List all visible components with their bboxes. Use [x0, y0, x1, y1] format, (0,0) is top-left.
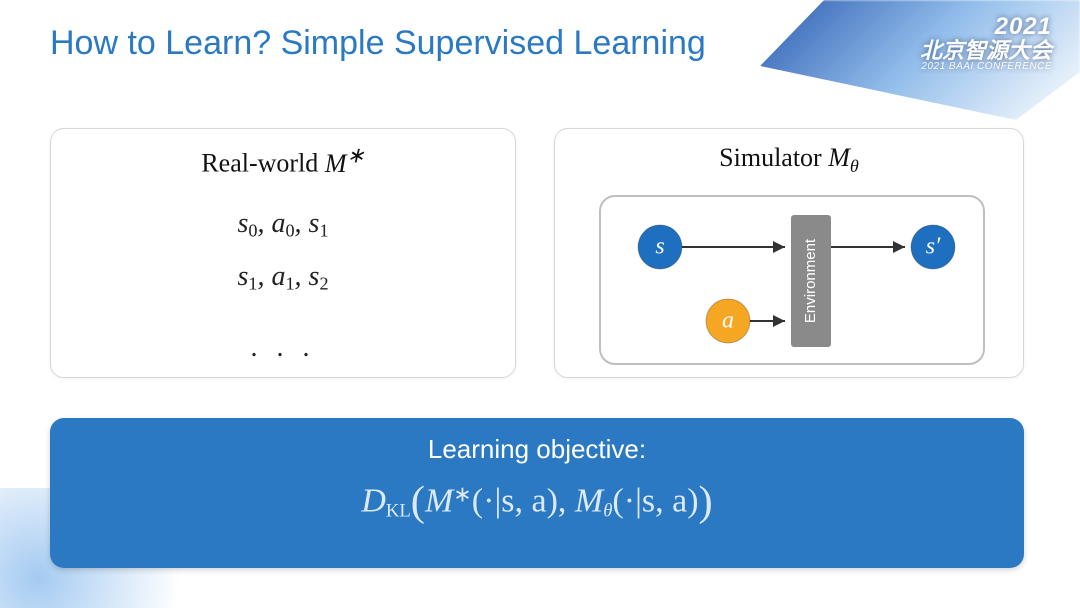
formula-lparen: ( — [411, 478, 425, 525]
state-node-label: s — [655, 234, 664, 260]
real-world-M: M — [325, 149, 347, 178]
learning-objective-panel: Learning objective: DKL(M∗(·|s, a), Mθ(·… — [50, 418, 1024, 568]
slide-title: How to Learn? Simple Supervised Learning — [50, 24, 706, 63]
formula-Mtheta: M — [575, 483, 603, 520]
logo-chinese: 北京智源大会 — [920, 39, 1052, 62]
real-world-title-text: Real-world — [201, 149, 324, 178]
objective-formula: DKL(M∗(·|s, a), Mθ(·|s, a)) — [50, 477, 1024, 526]
next-state-node-label: s′ — [926, 234, 941, 260]
environment-label: Environment — [802, 238, 819, 323]
simulator-diagram-svg: Environment s a s′ — [601, 197, 983, 363]
formula-Mstar: M — [425, 483, 453, 520]
formula-arg2: (·|s, a) — [612, 483, 698, 520]
simulator-diagram-frame: Environment s a s′ — [599, 195, 985, 365]
formula-star: ∗ — [453, 482, 472, 507]
objective-title: Learning objective: — [50, 434, 1024, 465]
formula-comma: , — [558, 483, 575, 520]
simulator-theta: θ — [850, 156, 859, 176]
transition-sequences: s0, a0, s1s1, a1, s2 — [51, 197, 515, 303]
formula-D: D — [361, 483, 386, 520]
simulator-title: Simulator Mθ — [555, 143, 1023, 177]
simulator-title-text: Simulator — [719, 143, 828, 172]
action-node-label: a — [722, 308, 734, 334]
ellipsis: . . . — [51, 321, 515, 374]
sequence-line: s0, a0, s1 — [51, 197, 515, 250]
formula-rparen: ) — [699, 478, 713, 525]
real-world-title: Real-world M∗ — [51, 143, 515, 179]
simulator-panel: Simulator Mθ Environment s a s′ — [554, 128, 1024, 378]
slide: 2021 北京智源大会 2021 BAAI CONFERENCE How to … — [0, 0, 1080, 608]
real-world-panel: Real-world M∗ s0, a0, s1s1, a1, s2 . . . — [50, 128, 516, 378]
formula-KL: KL — [386, 500, 411, 521]
logo-english: 2021 BAAI CONFERENCE — [920, 62, 1052, 73]
sequence-line: s1, a1, s2 — [51, 250, 515, 303]
logo-year: 2021 — [920, 14, 1052, 39]
conference-logo: 2021 北京智源大会 2021 BAAI CONFERENCE — [920, 14, 1052, 73]
real-world-star: ∗ — [346, 143, 364, 167]
simulator-M: M — [828, 143, 850, 172]
formula-arg1: (·|s, a) — [472, 483, 558, 520]
